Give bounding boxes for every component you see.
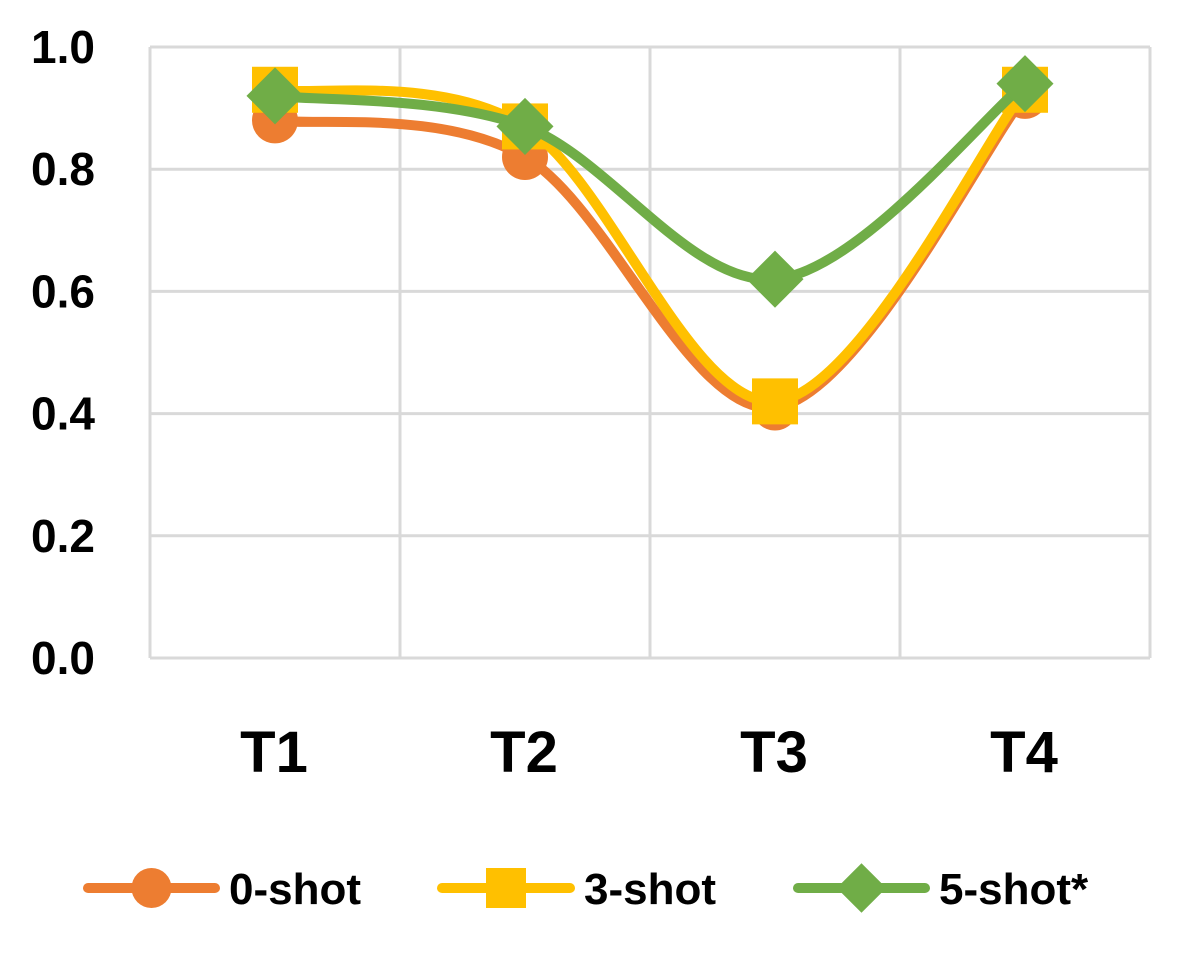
legend-entry: 3-shot — [437, 865, 716, 914]
y-axis-ticks: 0.0 0.2 0.4 0.6 0.8 1.0 — [31, 21, 95, 684]
y-tick-label: 0.6 — [31, 265, 95, 317]
legend: 0-shot 3-shot 5-shot* — [83, 863, 1089, 914]
legend-marker — [836, 863, 887, 913]
series-5-shot* — [246, 55, 1054, 308]
x-axis-ticks: T1 T2 T3 T4 — [240, 720, 1058, 785]
data-point — [996, 55, 1054, 113]
y-tick-label: 0.2 — [31, 510, 95, 562]
x-tick-label: T2 — [490, 720, 558, 785]
x-tick-label: T3 — [740, 720, 808, 785]
legend-label: 5-shot* — [939, 865, 1089, 914]
data-point — [246, 67, 304, 125]
series-lines — [246, 55, 1054, 431]
data-point — [496, 97, 554, 155]
data-point — [752, 378, 798, 425]
y-tick-label: 1.0 — [31, 21, 95, 73]
x-tick-label: T4 — [990, 720, 1058, 785]
y-tick-label: 0.4 — [31, 388, 95, 440]
x-tick-label: T1 — [240, 720, 308, 785]
gridlines — [148, 45, 1152, 660]
legend-marker — [131, 868, 172, 908]
y-tick-label: 0.0 — [31, 632, 95, 684]
legend-label: 3-shot — [584, 865, 716, 914]
y-tick-label: 0.8 — [31, 143, 95, 195]
legend-entry: 5-shot* — [793, 863, 1089, 914]
legend-label: 0-shot — [229, 865, 361, 914]
series-line — [270, 84, 1030, 407]
series-line — [270, 78, 1030, 285]
legend-entry: 0-shot — [83, 865, 361, 914]
legend-marker — [486, 868, 526, 908]
data-point — [746, 250, 804, 308]
